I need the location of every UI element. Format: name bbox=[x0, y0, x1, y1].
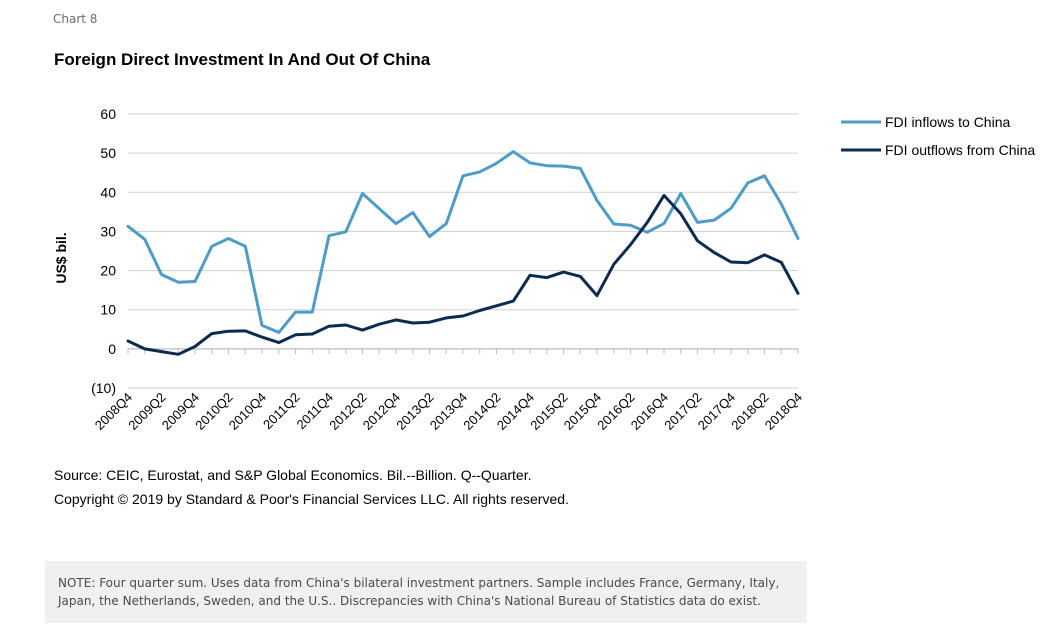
y-tick-label: 0 bbox=[108, 341, 116, 357]
fdi-inflows-line bbox=[126, 150, 800, 334]
y-tick-label: 30 bbox=[100, 223, 116, 239]
series-lines bbox=[126, 150, 800, 356]
x-tick-label: 2011Q2 bbox=[260, 390, 303, 433]
x-axis bbox=[127, 348, 799, 354]
source-text: Source: CEIC, Eurostat, and S&P Global E… bbox=[54, 467, 532, 483]
gridlines bbox=[128, 113, 798, 389]
legend: FDI inflows to China FDI outflows from Ch… bbox=[841, 114, 1035, 158]
note-box: NOTE: Four quarter sum. Uses data from C… bbox=[45, 561, 807, 623]
y-tick-label: (10) bbox=[91, 380, 116, 396]
y-tick-label: 20 bbox=[100, 263, 116, 279]
chart-number: Chart 8 bbox=[53, 12, 98, 26]
y-axis-label: US$ bil. bbox=[53, 232, 69, 283]
y-axis-ticks: (10) 0 10 20 30 40 50 60 bbox=[91, 106, 116, 396]
x-tick-label: 2010Q4 bbox=[226, 390, 269, 433]
legend-label: FDI outflows from China bbox=[885, 142, 1035, 158]
y-tick-label: 60 bbox=[100, 106, 116, 122]
x-tick-label: 2018Q4 bbox=[762, 390, 805, 433]
y-tick-label: 40 bbox=[100, 184, 116, 200]
copyright-text: Copyright © 2019 by Standard & Poor's Fi… bbox=[54, 491, 569, 507]
chart-title: Foreign Direct Investment In And Out Of … bbox=[54, 50, 431, 69]
legend-label: FDI inflows to China bbox=[885, 114, 1010, 130]
y-tick-label: 10 bbox=[100, 302, 116, 318]
y-tick-label: 50 bbox=[100, 145, 116, 161]
line-chart: (10) 0 10 20 30 40 50 60 2008Q42009Q22009Q42010… bbox=[53, 106, 1035, 433]
x-axis-ticks: 2008Q42009Q22009Q42010Q22010Q42011Q22011… bbox=[92, 390, 805, 433]
fdi-outflows-line bbox=[126, 193, 800, 356]
